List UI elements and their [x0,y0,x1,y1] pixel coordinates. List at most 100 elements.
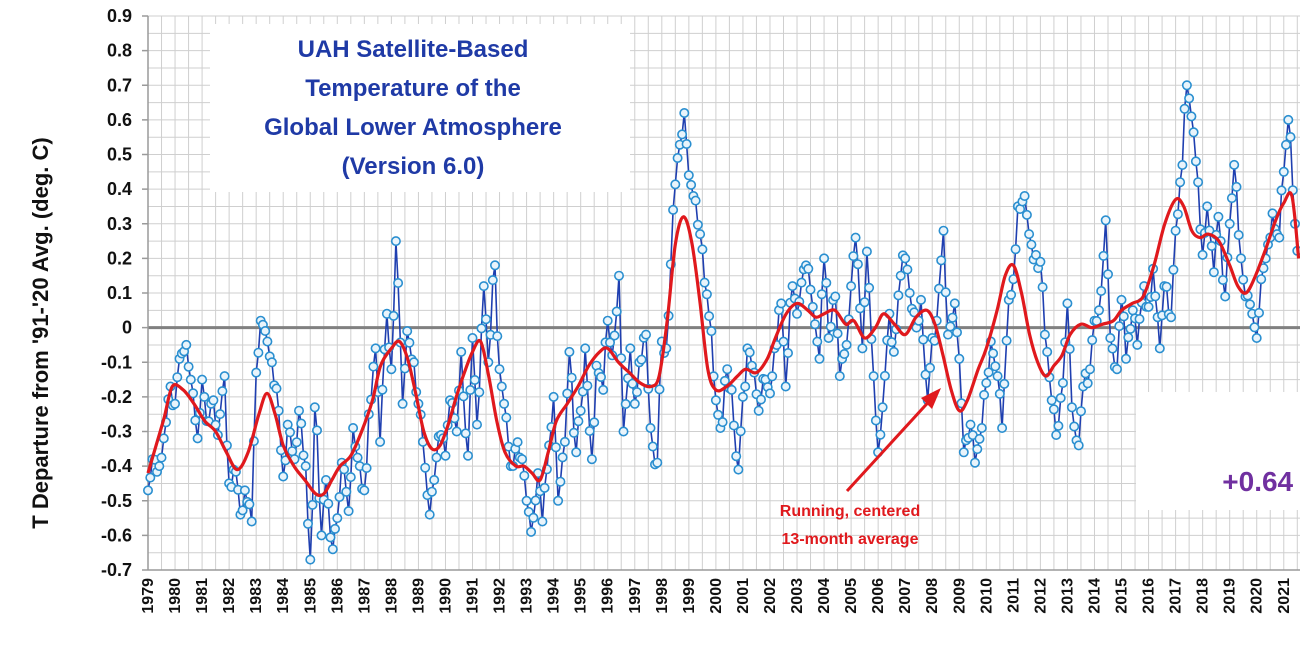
monthly-anomaly-point [753,405,764,416]
monthly-anomaly-point [1181,80,1192,91]
monthly-anomaly-point [1256,274,1267,285]
monthly-anomaly-point [185,374,196,385]
x-tick-label: 2002 [762,578,779,614]
monthly-anomaly-point [997,422,1008,433]
monthly-anomaly-point [778,336,789,347]
monthly-anomaly-point [852,259,863,270]
monthly-anomaly-point [145,472,156,483]
monthly-anomaly-point [311,425,322,436]
monthly-anomaly-point [679,108,690,119]
callout-line-2: +0.64 d [1222,466,1300,497]
monthly-anomaly-point [370,343,381,354]
monthly-anomaly-point [219,371,230,382]
monthly-anomaly-point [1069,421,1080,432]
running-average-line [146,191,1300,498]
x-tick-label: 1983 [248,578,265,614]
monthly-anomaly-point [976,422,987,433]
monthly-anomaly-point [1254,307,1265,318]
monthly-anomaly-point [251,367,262,378]
monthly-anomaly-point [1073,440,1084,451]
monthly-anomaly-point [190,415,201,426]
monthly-anomaly-point [480,314,491,325]
callout-background [1136,392,1300,510]
monthly-anomaly-point [530,495,541,506]
monthly-anomaly-point [377,384,388,395]
monthly-anomaly-point [332,513,343,524]
monthly-anomaly-point [652,457,663,468]
monthly-anomaly-point [670,179,681,190]
title-background [210,24,630,192]
monthly-anomaly-point [1010,244,1021,255]
monthly-anomaly-point [1285,132,1296,143]
monthly-anomaly-point [526,526,537,537]
x-tick-label: 2014 [1086,578,1103,614]
x-tick-label: 2016 [1141,578,1158,614]
monthly-anomaly-point [701,289,712,300]
chart-title-line-4: (Version 6.0) [342,153,485,180]
monthly-anomaly-point [339,464,350,475]
monthly-anomaly-point [1224,218,1235,229]
monthly-anomaly-point [287,446,298,457]
monthly-anomaly-point [979,389,990,400]
monthly-anomaly-point [307,499,318,510]
monthly-anomaly-point [909,307,920,318]
monthly-anomaly-point [343,506,354,517]
monthly-anomaly-point [618,426,629,437]
monthly-anomaly-point [1037,282,1048,293]
monthly-anomaly-point [951,327,962,338]
monthly-anomaly-point [807,301,818,312]
monthly-anomaly-point [1175,177,1186,188]
monthly-anomaly-point [388,310,399,321]
monthly-anomaly-point [1076,406,1087,417]
monthly-anomaly-point [735,426,746,437]
y-tick-label: -0.6 [101,525,132,545]
x-tick-label: 2004 [816,578,833,614]
monthly-anomaly-point [471,419,482,430]
monthly-anomaly-point [327,544,338,555]
monthly-anomaly-point [197,374,208,385]
monthly-anomaly-point [683,170,694,181]
monthly-anomaly-point [1066,402,1077,413]
monthly-anomaly-point [386,364,397,375]
monthly-anomaly-point [942,329,953,340]
monthly-anomaly-point [780,381,791,392]
monthly-anomaly-point [1125,323,1136,334]
monthly-anomaly-point [602,315,613,326]
monthly-anomaly-point [368,361,379,372]
monthly-anomaly-point [1267,208,1278,219]
monthly-anomaly-point [936,255,947,266]
monthly-anomaly-point [740,381,751,392]
monthly-anomaly-point [965,419,976,430]
monthly-anomaly-point [1177,160,1188,171]
monthly-anomaly-point [654,384,665,395]
monthly-anomaly-point [1170,225,1181,236]
monthly-anomaly-point [426,486,437,497]
monthly-anomaly-point [271,383,282,394]
monthly-anomaly-point [988,348,999,359]
monthly-anomaly-point [895,270,906,281]
x-tick-label: 1979 [140,578,157,614]
monthly-anomaly-point [548,391,559,402]
monthly-anomaly-point [830,291,841,302]
monthly-anomaly-point [557,452,568,463]
monthly-anomaly-point [323,498,334,509]
monthly-anomaly-point [1193,177,1204,188]
monthly-anomaly-point [625,343,636,354]
monthly-anomaly-point [143,485,154,496]
x-tick-label: 2012 [1032,578,1049,614]
x-tick-label: 1988 [383,578,400,614]
x-tick-label: 2008 [924,578,941,614]
monthly-anomaly-point [1030,249,1041,260]
monthly-anomaly-point [728,420,739,431]
monthly-anomaly-point [1103,269,1114,280]
monthly-anomaly-point [375,436,386,447]
monthly-anomaly-point [460,428,471,439]
monthly-anomaly-point [764,388,775,399]
monthly-anomaly-point [832,328,843,339]
x-tick-label: 2000 [708,578,725,614]
monthly-anomaly-point [393,277,404,288]
monthly-anomaly-point [719,375,730,386]
x-tick-label: 2021 [1276,578,1293,614]
monthly-anomaly-point [1186,111,1197,122]
monthly-anomaly-point [974,433,985,444]
